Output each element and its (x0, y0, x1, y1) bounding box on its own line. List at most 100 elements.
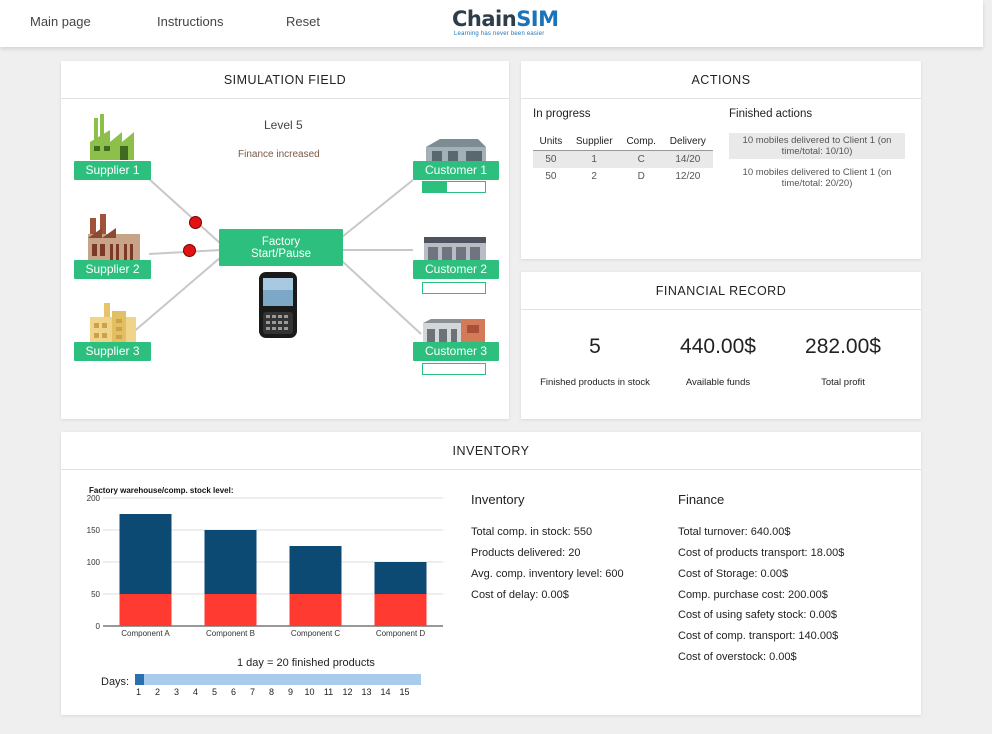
bar-upper-segment (289, 546, 342, 594)
day-number[interactable]: 7 (249, 687, 255, 697)
customer-1-progress (422, 181, 486, 193)
available-funds-value: 440.00$ (680, 335, 756, 358)
day-number[interactable]: 2 (154, 687, 160, 697)
table-cell: 1 (568, 150, 620, 168)
factory-start-pause-button[interactable]: Factory Start/Pause (219, 229, 343, 266)
day-numbers: 1 2 3 4 5 6 7 8 9 10 11 12 13 14 15 (129, 687, 429, 699)
table-cell: C (619, 150, 663, 168)
total-profit-value: 282.00$ (805, 335, 881, 358)
customer-2-button[interactable]: Customer 2 (413, 260, 499, 279)
inventory-stat: Total comp. in stock: 550 (471, 526, 593, 538)
logo-word-part2: SIM (516, 7, 559, 31)
financial-record-panel: FINANCIAL RECORD 5 Finished products in … (521, 272, 921, 419)
day-number[interactable]: 10 (304, 687, 315, 697)
day-number[interactable]: 12 (342, 687, 353, 697)
day-number[interactable]: 15 (399, 687, 410, 697)
bar-upper-segment (119, 514, 172, 594)
finance-stat: Total turnover: 640.00$ (678, 526, 791, 538)
x-tick-label: Component A (121, 629, 170, 638)
day-number[interactable]: 5 (211, 687, 217, 697)
days-timeline[interactable] (135, 674, 421, 685)
inventory-stat: Avg. comp. inventory level: 600 (471, 568, 624, 580)
y-tick-label: 150 (87, 526, 101, 535)
bar-lower-segment (374, 594, 427, 626)
customer-1-warehouse-icon (426, 139, 486, 163)
day-number[interactable]: 6 (230, 687, 236, 697)
table-cell: 2 (591, 171, 597, 182)
supplier-2-button[interactable]: Supplier 2 (74, 260, 151, 279)
day-number[interactable]: 13 (361, 687, 372, 697)
customer-3-button[interactable]: Customer 3 (413, 342, 499, 361)
table-cell: 50 (533, 150, 569, 168)
finished-actions-heading: Finished actions (729, 108, 813, 120)
panel-title: ACTIONS (521, 61, 921, 99)
top-bar: Main page Instructions Reset ChainSIM Le… (0, 0, 983, 47)
supplier-2-factory-icon (88, 214, 140, 262)
table-row: 50 1 C 14/20 (533, 150, 713, 168)
inventory-heading: Inventory (471, 492, 525, 507)
supplier-1-factory-icon (90, 114, 134, 160)
simulation-field-panel: SIMULATION FIELD (61, 61, 509, 419)
inventory-stat: Cost of delay: 0.00$ (471, 589, 569, 601)
column-header: Supplier (568, 133, 620, 151)
bar-upper-segment (374, 562, 427, 594)
finished-products-value: 5 (589, 335, 601, 358)
stock-level-chart: Factory warehouse/comp. stock level: 0 50 1… (87, 486, 443, 638)
x-tick-label: Component D (376, 629, 426, 638)
day-number[interactable]: 11 (323, 687, 334, 697)
day-number[interactable]: 8 (268, 687, 274, 697)
bar-lower-segment (119, 594, 172, 626)
day-number[interactable]: 4 (192, 687, 198, 697)
x-tick-label: Component C (291, 629, 341, 638)
inventory-panel: INVENTORY Factory warehouse/comp. stock … (61, 432, 921, 715)
start-pause-label: Start/Pause (250, 248, 312, 260)
bar-upper-segment (204, 530, 257, 594)
day-number[interactable]: 9 (287, 687, 293, 697)
nav-reset[interactable]: Reset (286, 14, 320, 29)
available-funds-label: Available funds (685, 377, 751, 388)
status-message: Finance increased (238, 149, 320, 160)
total-profit-label: Total profit (821, 377, 865, 388)
finished-action-item: 10 mobiles delivered to Client 1 (on tim… (729, 133, 905, 159)
day-note: 1 day = 20 finished products (237, 657, 375, 669)
nav-main-page[interactable]: Main page (30, 14, 91, 29)
customer-2-warehouse-icon (424, 237, 486, 263)
days-label: Days: (101, 676, 130, 688)
actions-panel: ACTIONS In progress Finished actions Uni… (521, 61, 921, 259)
table-cell: 12/20 (675, 171, 701, 182)
logo-tagline: Learning has never been easier (454, 31, 545, 37)
shipment-dot (189, 216, 202, 229)
in-progress-heading: In progress (533, 108, 591, 120)
factory-label: Factory (261, 236, 301, 248)
column-header: Comp. (619, 133, 663, 151)
table-row: 50 2 D 12/20 (533, 168, 713, 185)
chainsim-logo[interactable]: ChainSIM Learning has never been easier (452, 7, 572, 41)
panel-title: FINANCIAL RECORD (521, 272, 921, 310)
customer-1-button[interactable]: Customer 1 (413, 161, 499, 180)
supplier-3-factory-icon (90, 303, 136, 347)
column-header: Delivery (662, 133, 713, 151)
panel-title: SIMULATION FIELD (61, 61, 509, 99)
panel-title: INVENTORY (61, 432, 921, 470)
finance-stat: Cost of comp. transport: 140.00$ (678, 630, 839, 642)
finance-stat: Cost of overstock: 0.00$ (678, 651, 797, 663)
finance-stat: Cost of products transport: 18.00$ (678, 547, 845, 559)
customer-3-warehouse-icon (423, 319, 485, 343)
inventory-stat: Products delivered: 20 (471, 547, 581, 559)
supplier-3-button[interactable]: Supplier 3 (74, 342, 151, 361)
nav-instructions[interactable]: Instructions (157, 14, 224, 29)
table-cell: 14/20 (662, 150, 713, 168)
supplier-1-button[interactable]: Supplier 1 (74, 161, 151, 180)
table-header-row: Units Supplier Comp. Delivery (533, 133, 713, 151)
day-number[interactable]: 14 (380, 687, 391, 697)
day-number[interactable]: 3 (173, 687, 179, 697)
day-number[interactable]: 1 (135, 687, 141, 697)
customer-3-progress (422, 363, 486, 375)
y-tick-label: 200 (87, 494, 101, 503)
finance-stat: Cost of using safety stock: 0.00$ (678, 609, 837, 621)
y-tick-label: 100 (87, 558, 101, 567)
table-cell: 50 (545, 171, 557, 182)
finance-stat: Comp. purchase cost: 200.00$ (678, 589, 828, 601)
x-tick-label: Component B (206, 629, 255, 638)
shipment-dot (183, 244, 196, 257)
